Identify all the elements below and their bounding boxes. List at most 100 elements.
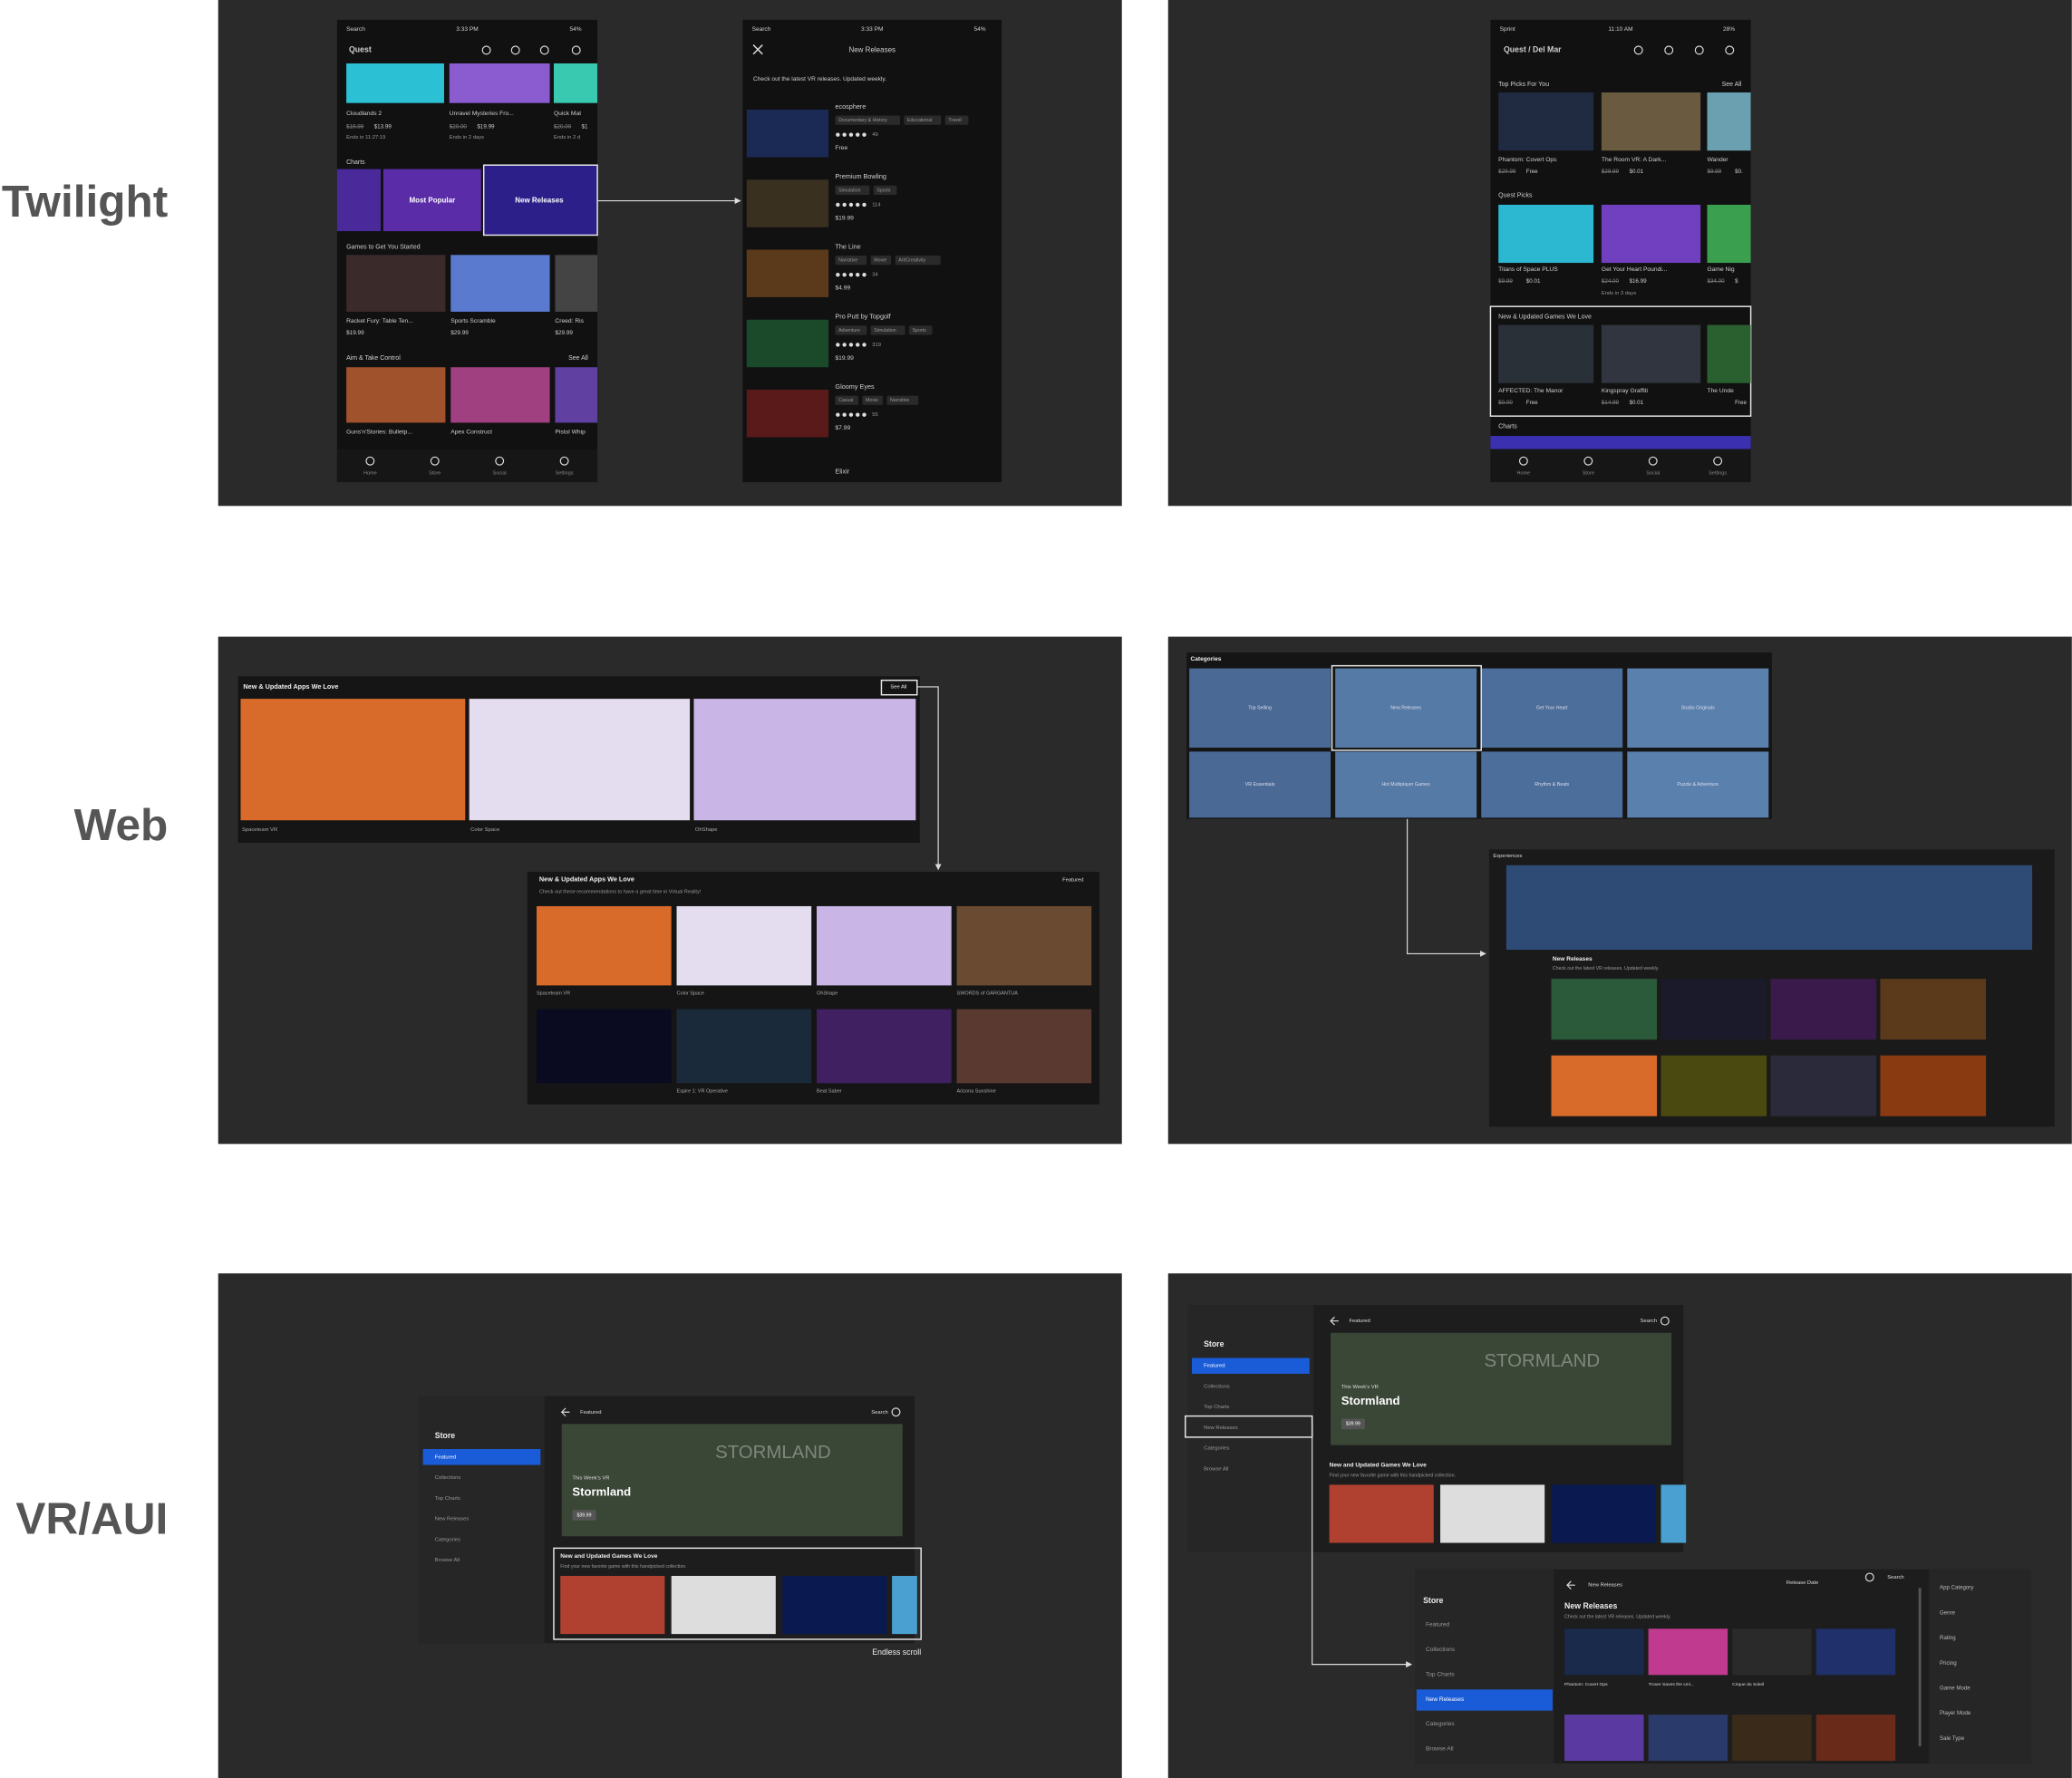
tag-chip	[944, 115, 969, 125]
icon	[1518, 456, 1528, 466]
header: Featured	[580, 1410, 601, 1416]
menu-item: Top Charts	[1204, 1405, 1229, 1410]
search: Search	[1887, 1575, 1903, 1580]
app-name: Spaceteam VR	[537, 991, 570, 997]
chart-tile	[382, 169, 481, 232]
icon	[495, 456, 505, 466]
tag: Simulation	[838, 188, 861, 193]
app-name: Beat Saber	[817, 1088, 842, 1094]
menu-item: Collections	[435, 1475, 461, 1481]
chart-tile	[483, 165, 598, 236]
sale-note: Ends in 2 d	[554, 135, 580, 140]
thumbnail	[1880, 979, 1987, 1040]
menu-item: Collections	[1426, 1647, 1456, 1653]
filter-option: Genre	[1940, 1609, 1956, 1616]
section-title: Categories	[1191, 656, 1222, 662]
thumbnail	[1707, 324, 1751, 383]
flow-arrow	[1407, 818, 1486, 957]
old-price: $0.00	[1498, 400, 1513, 406]
icon	[1583, 456, 1593, 466]
app-name: Game Nig	[1707, 266, 1734, 273]
scrollbar	[1918, 1588, 1922, 1747]
section-title: Experiences	[1493, 854, 1522, 859]
see-all: See All	[890, 685, 906, 691]
filter-option: Sale Type	[1940, 1735, 1965, 1742]
menu-item: Categories	[1204, 1446, 1229, 1452]
menu-item: Browse All	[435, 1558, 460, 1563]
icon	[559, 456, 569, 466]
app-name: Titans of Space PLUS	[1498, 266, 1558, 273]
see-all-button	[880, 679, 918, 696]
star	[862, 343, 867, 347]
hero-art-text: STORMLAND	[715, 1443, 831, 1463]
intro: Check out these recommendations to have …	[539, 889, 702, 894]
tag-chip	[835, 256, 867, 266]
nav-label: Store	[1583, 470, 1594, 476]
category-tile	[1481, 751, 1623, 818]
icon	[481, 45, 491, 55]
old-price: $24.00	[1602, 278, 1620, 285]
hero-title: Stormland	[1341, 1394, 1400, 1407]
status-text: Search	[346, 26, 365, 33]
menu-item: Top Charts	[1426, 1671, 1455, 1677]
thumbnail	[746, 109, 829, 158]
review-count: 55	[872, 412, 877, 418]
status-text: 54%	[569, 26, 581, 33]
tag-chip	[835, 395, 859, 405]
menu-item: Top Charts	[435, 1496, 460, 1502]
status-text: 3:33 PM	[861, 26, 883, 33]
search: Search	[1641, 1319, 1657, 1324]
thumbnail	[560, 1575, 665, 1635]
thumbnail	[1880, 1055, 1987, 1116]
row-label: Web	[74, 799, 169, 850]
star	[848, 343, 854, 347]
app-name: OhShape	[695, 827, 718, 833]
menu-item: Featured	[1204, 1364, 1225, 1369]
price-chip	[1341, 1418, 1365, 1430]
category-tile	[1335, 751, 1477, 818]
star	[848, 412, 854, 417]
category-label: Get Your Heart	[1536, 706, 1568, 711]
section-title: Charts	[1498, 424, 1517, 430]
highlight-box	[553, 1547, 922, 1640]
old-price: $14.99	[1602, 400, 1620, 406]
star	[856, 132, 860, 137]
price: $1	[582, 124, 588, 130]
price: Free	[1735, 400, 1747, 406]
app-name: The Line	[835, 243, 860, 251]
star	[836, 273, 840, 277]
thumbnail	[817, 905, 952, 986]
status-text: 54%	[973, 26, 985, 33]
old-price: $20.00	[554, 124, 572, 130]
tag-chip	[862, 395, 884, 405]
tag-chip	[873, 185, 897, 196]
price: Free	[835, 145, 847, 151]
tag: Art/Creativity	[898, 258, 925, 264]
review-count: 114	[872, 202, 881, 208]
thumbnail	[746, 319, 829, 368]
category-label: Top Selling	[1248, 706, 1272, 711]
highlight-box	[482, 164, 598, 237]
star	[856, 202, 860, 208]
review-count: 34	[872, 273, 878, 278]
app-name: The Unde	[1707, 388, 1734, 394]
tag: Adventure	[838, 328, 860, 333]
app-name: Pistol Whip	[555, 429, 586, 435]
icon	[539, 45, 549, 55]
price: $29.99	[555, 330, 573, 336]
selected-item	[1192, 1358, 1310, 1374]
thumbnail	[1661, 1055, 1767, 1116]
thumbnail	[1732, 1628, 1812, 1676]
category-tile	[1627, 751, 1769, 818]
nav-label: Settings	[1709, 470, 1727, 476]
section-title: Quest Picks	[1498, 193, 1533, 199]
price: Free	[1526, 400, 1538, 406]
app-name: ecosphere	[835, 102, 866, 111]
tag: Movie	[866, 398, 878, 403]
app-name: AFFECTED: The Manor	[1498, 388, 1564, 394]
nav-label: Settings	[556, 470, 574, 476]
annotation: Endless scroll	[872, 1648, 921, 1657]
tag: Casual	[838, 398, 853, 403]
icon	[1725, 45, 1735, 55]
thumbnail	[1551, 1055, 1658, 1116]
